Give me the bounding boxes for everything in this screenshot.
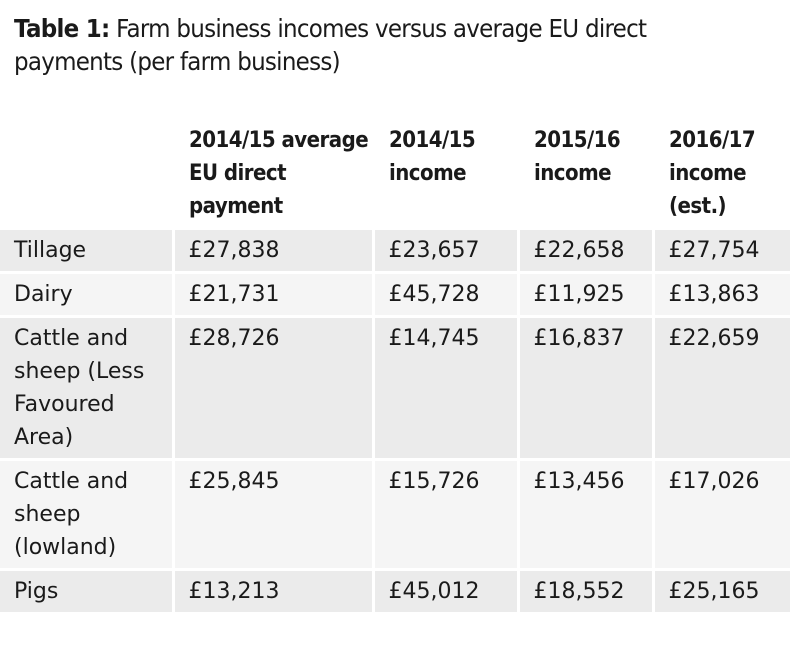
cell-income-2014-15: £15,726 <box>371 458 518 570</box>
cell-income-2014-15: £45,728 <box>371 271 518 317</box>
cell-income-2015-16: £11,925 <box>516 271 653 317</box>
cell-income-2015-16: £18,552 <box>516 568 653 612</box>
row-label: Pigs <box>0 568 173 612</box>
cell-eu-payment: £21,731 <box>171 271 373 317</box>
cell-income-2016-17: £27,754 <box>651 227 790 273</box>
row-label: Dairy <box>0 271 173 317</box>
table-row-tillage: Tillage £27,838 £23,657 £22,658 £27,754 <box>0 227 790 273</box>
row-label: Tillage <box>0 227 173 273</box>
header-empty <box>0 122 173 229</box>
cell-income-2014-15: £14,745 <box>371 315 518 460</box>
cell-eu-payment: £13,213 <box>171 568 373 612</box>
cell-income-2014-15: £45,012 <box>371 568 518 612</box>
table-row-cattle-sheep-lfa: Cattle and sheep (Less Favoured Area) £2… <box>0 315 790 460</box>
row-label: Cattle and sheep (lowland) <box>0 458 173 570</box>
cell-eu-payment: £27,838 <box>171 227 373 273</box>
cell-income-2015-16: £22,658 <box>516 227 653 273</box>
header-2014-15-income: 2014/15 income <box>371 122 518 229</box>
cell-income-2014-15: £23,657 <box>371 227 518 273</box>
cell-eu-payment: £25,845 <box>171 458 373 570</box>
income-table: 2014/15 average EU direct payment 2014/1… <box>0 122 790 612</box>
header-row: 2014/15 average EU direct payment 2014/1… <box>0 122 790 229</box>
table-title: Table 1: Farm business incomes versus av… <box>14 12 713 78</box>
cell-income-2016-17: £25,165 <box>651 568 790 612</box>
cell-income-2016-17: £13,863 <box>651 271 790 317</box>
cell-income-2016-17: £17,026 <box>651 458 790 570</box>
table-number-label: Table 1: <box>14 14 110 43</box>
cell-income-2015-16: £16,837 <box>516 315 653 460</box>
cell-eu-payment: £28,726 <box>171 315 373 460</box>
header-2016-17-income: 2016/17 income (est.) <box>651 122 790 229</box>
cell-income-2015-16: £13,456 <box>516 458 653 570</box>
cell-income-2016-17: £22,659 <box>651 315 790 460</box>
table-row-pigs: Pigs £13,213 £45,012 £18,552 £25,165 <box>0 568 790 612</box>
table-caption: Farm business incomes versus average EU … <box>14 14 647 76</box>
header-2015-16-income: 2015/16 income <box>516 122 653 229</box>
header-eu-direct-payment: 2014/15 average EU direct payment <box>171 122 373 229</box>
row-label: Cattle and sheep (Less Favoured Area) <box>0 315 173 460</box>
table-row-cattle-sheep-lowland: Cattle and sheep (lowland) £25,845 £15,7… <box>0 458 790 570</box>
table-row-dairy: Dairy £21,731 £45,728 £11,925 £13,863 <box>0 271 790 317</box>
